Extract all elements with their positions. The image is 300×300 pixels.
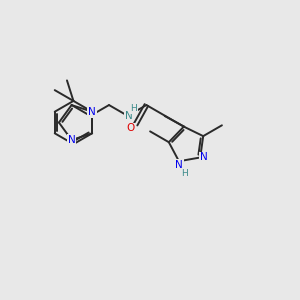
Text: N: N <box>68 135 76 145</box>
Text: H: H <box>182 169 188 178</box>
Text: O: O <box>127 123 135 134</box>
Text: N: N <box>88 107 96 117</box>
Text: N: N <box>125 111 133 121</box>
Text: N: N <box>200 152 208 163</box>
Text: H: H <box>130 104 137 113</box>
Text: N: N <box>175 160 183 170</box>
